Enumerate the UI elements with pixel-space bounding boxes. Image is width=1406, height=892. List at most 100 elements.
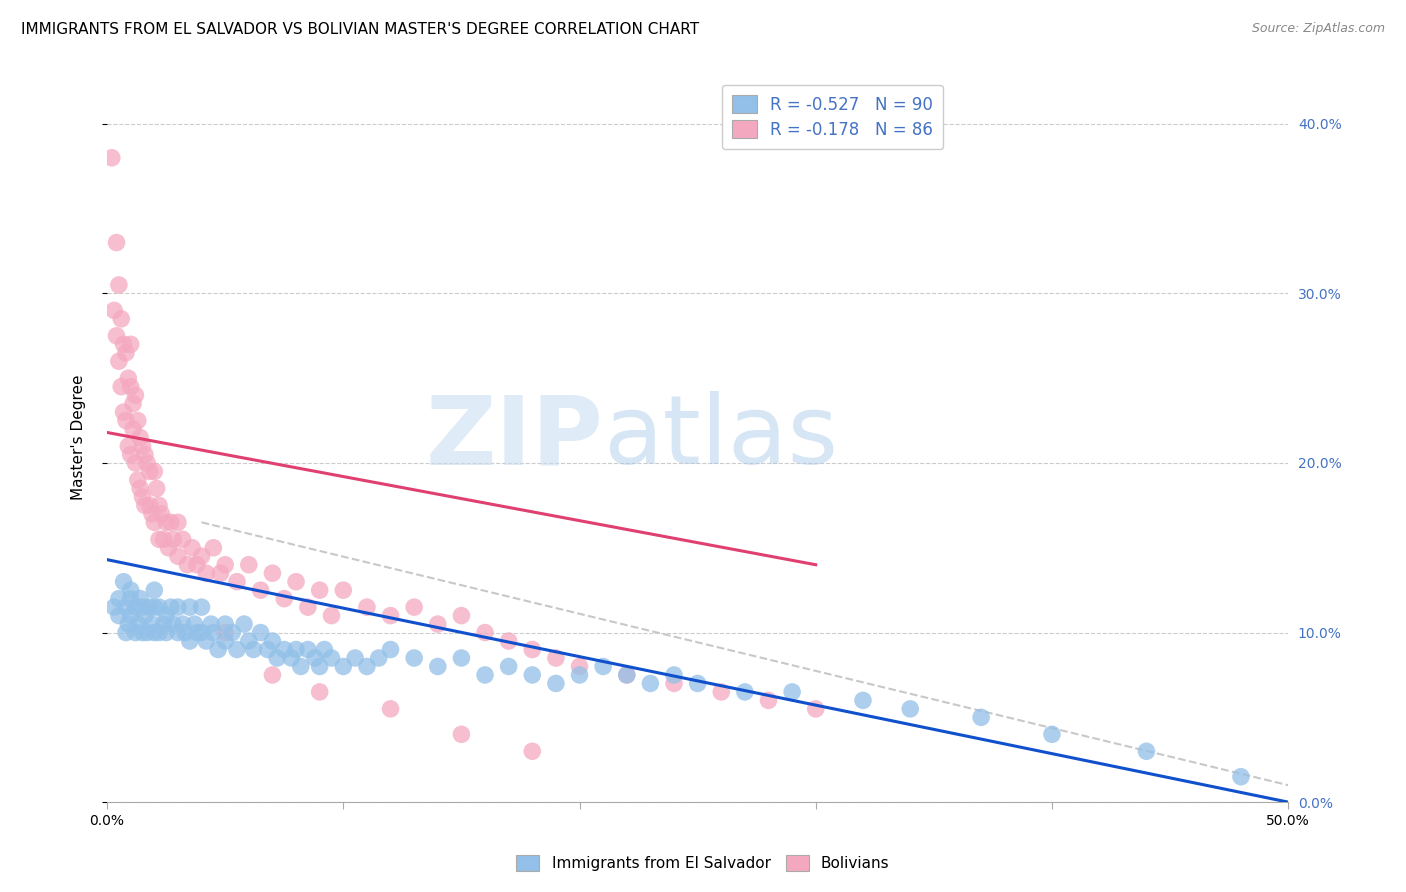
Point: [120, 337, 142, 351]
Point: [176, 558, 198, 572]
Point: [186, 558, 208, 572]
Text: IMMIGRANTS FROM EL SALVADOR VS BOLIVIAN MASTER'S DEGREE CORRELATION CHART: IMMIGRANTS FROM EL SALVADOR VS BOLIVIAN …: [21, 22, 699, 37]
Point: [367, 651, 389, 665]
Point: [138, 465, 160, 479]
Point: [131, 600, 153, 615]
Point: [129, 591, 152, 606]
Point: [138, 600, 160, 615]
Point: [112, 574, 135, 589]
Point: [297, 642, 319, 657]
Point: [179, 600, 201, 615]
Point: [898, 702, 921, 716]
Point: [568, 668, 591, 682]
Point: [148, 600, 170, 615]
Point: [308, 685, 330, 699]
Point: [380, 702, 402, 716]
Point: [262, 566, 284, 581]
Point: [155, 516, 177, 530]
Point: [262, 634, 284, 648]
Point: [190, 625, 212, 640]
Point: [127, 473, 149, 487]
Point: [249, 625, 271, 640]
Point: [200, 617, 222, 632]
Point: [214, 558, 236, 572]
Point: [141, 617, 163, 632]
Point: [143, 465, 166, 479]
Point: [568, 659, 591, 673]
Point: [155, 625, 177, 640]
Point: [172, 617, 194, 632]
Point: [112, 337, 135, 351]
Point: [160, 516, 183, 530]
Point: [124, 600, 146, 615]
Point: [131, 490, 153, 504]
Point: [103, 600, 125, 615]
Point: [662, 668, 685, 682]
Point: [181, 541, 204, 555]
Point: [129, 482, 152, 496]
Legend: Immigrants from El Salvador, Bolivians: Immigrants from El Salvador, Bolivians: [510, 849, 896, 877]
Point: [290, 659, 312, 673]
Point: [221, 625, 243, 640]
Point: [780, 685, 803, 699]
Point: [450, 608, 472, 623]
Point: [1135, 744, 1157, 758]
Point: [152, 533, 174, 547]
Point: [214, 617, 236, 632]
Point: [117, 439, 139, 453]
Point: [162, 617, 184, 632]
Point: [150, 507, 173, 521]
Point: [616, 668, 638, 682]
Point: [498, 659, 520, 673]
Point: [686, 676, 709, 690]
Point: [256, 642, 278, 657]
Point: [120, 608, 142, 623]
Point: [131, 625, 153, 640]
Text: ZIP: ZIP: [425, 391, 603, 484]
Point: [122, 422, 145, 436]
Point: [544, 651, 567, 665]
Point: [242, 642, 264, 657]
Point: [145, 482, 167, 496]
Point: [127, 617, 149, 632]
Point: [356, 659, 378, 673]
Point: [297, 600, 319, 615]
Point: [544, 676, 567, 690]
Point: [209, 566, 232, 581]
Point: [155, 608, 177, 623]
Point: [134, 499, 156, 513]
Point: [115, 600, 138, 615]
Point: [160, 600, 183, 615]
Point: [852, 693, 875, 707]
Point: [110, 380, 132, 394]
Point: [214, 625, 236, 640]
Point: [148, 499, 170, 513]
Point: [226, 574, 249, 589]
Y-axis label: Master's Degree: Master's Degree: [72, 375, 86, 500]
Point: [710, 685, 733, 699]
Point: [356, 600, 378, 615]
Point: [122, 397, 145, 411]
Point: [474, 625, 496, 640]
Point: [143, 600, 166, 615]
Point: [202, 625, 225, 640]
Point: [167, 625, 190, 640]
Point: [131, 439, 153, 453]
Point: [450, 651, 472, 665]
Point: [190, 600, 212, 615]
Point: [136, 625, 159, 640]
Point: [157, 541, 180, 555]
Point: [273, 642, 295, 657]
Point: [120, 380, 142, 394]
Point: [134, 448, 156, 462]
Point: [152, 617, 174, 632]
Point: [134, 608, 156, 623]
Point: [522, 668, 544, 682]
Text: atlas: atlas: [603, 391, 838, 484]
Point: [1040, 727, 1063, 741]
Point: [108, 354, 131, 368]
Point: [380, 642, 402, 657]
Point: [758, 693, 780, 707]
Point: [202, 541, 225, 555]
Point: [117, 617, 139, 632]
